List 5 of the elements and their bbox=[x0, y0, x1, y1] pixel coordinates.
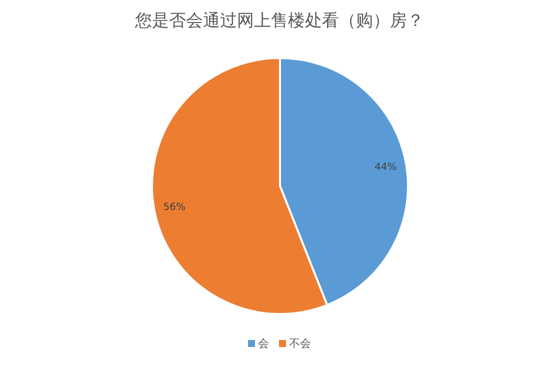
chart-title: 您是否会通过网上售楼处看（购）房？ bbox=[134, 11, 424, 31]
legend-label: 不会 bbox=[289, 337, 311, 350]
data-label: 44% bbox=[374, 162, 397, 173]
legend-label: 会 bbox=[258, 337, 269, 350]
data-label: 56% bbox=[163, 202, 186, 214]
